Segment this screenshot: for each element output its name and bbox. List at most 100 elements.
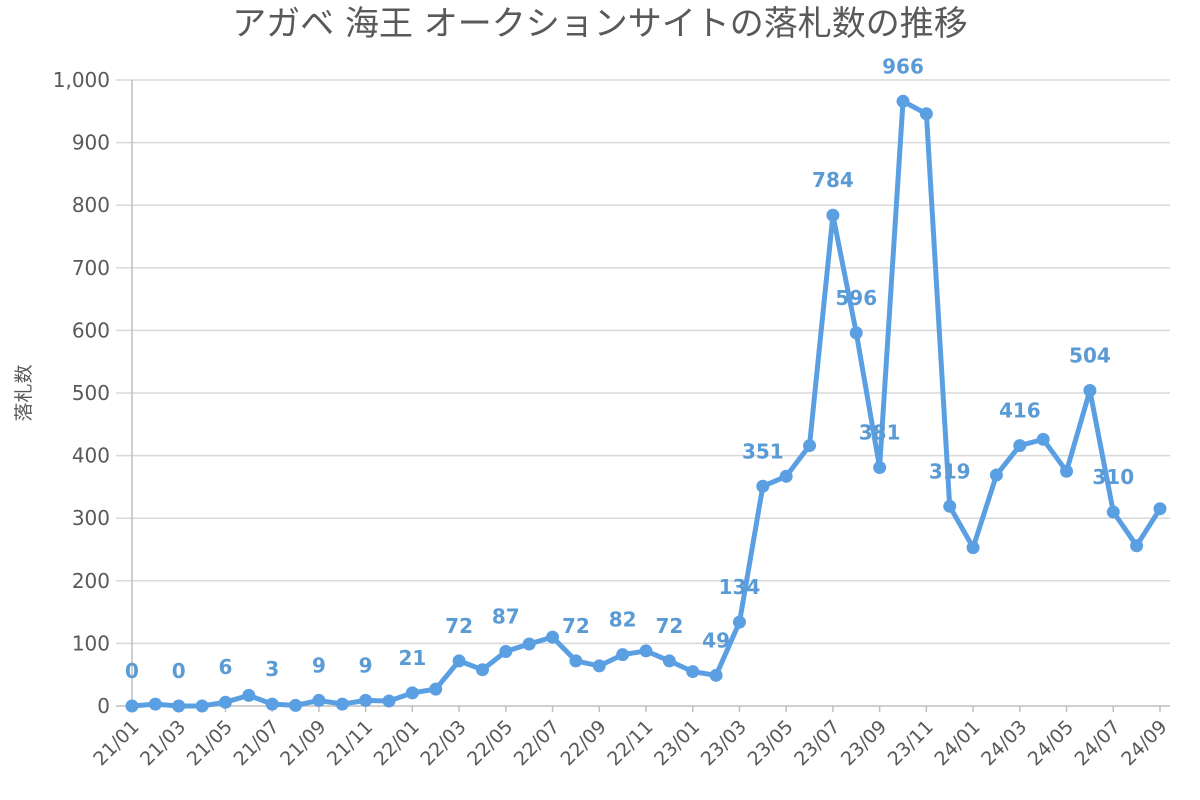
x-tick-label: 23/05	[743, 716, 797, 770]
x-tick-label: 21/09	[276, 716, 330, 770]
data-point-21/12	[382, 694, 396, 708]
data-point-21/02	[148, 697, 162, 711]
y-axis-label: 落札数	[13, 364, 35, 421]
data-label: 87	[492, 605, 520, 629]
data-point-22/09	[592, 659, 606, 673]
data-label: 596	[835, 286, 877, 310]
data-label: 3	[265, 657, 279, 681]
y-tick-label: 1,000	[53, 68, 110, 92]
data-point-21/01	[125, 699, 139, 713]
data-point-21/08	[289, 698, 303, 712]
chart-title: アガベ 海王 オークションサイトの落札数の推移	[232, 4, 968, 44]
x-tick-label: 24/01	[930, 716, 984, 770]
data-point-21/06	[242, 688, 256, 702]
data-label: 0	[125, 659, 139, 683]
data-label: 72	[655, 614, 683, 638]
x-tick-label: 22/05	[463, 716, 517, 770]
gridlines	[116, 79, 1170, 707]
data-point-22/03	[452, 654, 466, 668]
data-label: 6	[218, 655, 232, 679]
x-axis-ticks: 21/0121/0321/0521/0721/0921/1122/0122/03…	[89, 706, 1172, 770]
data-label: 134	[719, 575, 761, 599]
data-label: 319	[929, 459, 971, 483]
x-tick-label: 21/07	[229, 716, 283, 770]
data-point-24/04	[1036, 432, 1050, 446]
data-label: 784	[812, 168, 854, 192]
y-tick-label: 900	[72, 131, 110, 155]
data-point-22/02	[429, 682, 443, 696]
data-label: 21	[398, 646, 426, 670]
data-point-22/06	[522, 637, 536, 651]
x-tick-label: 23/09	[837, 716, 891, 770]
x-tick-label: 22/07	[510, 716, 564, 770]
data-point-24/05	[1060, 464, 1074, 478]
data-point-21/03	[172, 699, 186, 713]
x-tick-label: 22/01	[370, 716, 424, 770]
data-label: 9	[359, 653, 373, 677]
x-tick-label: 23/07	[790, 716, 844, 770]
data-point-23/03	[732, 615, 746, 629]
data-point-24/03	[1013, 439, 1027, 453]
data-point-21/04	[195, 699, 209, 713]
data-point-22/07	[546, 630, 560, 644]
data-point-22/08	[569, 654, 583, 668]
y-tick-label: 400	[72, 444, 110, 468]
data-point-24/02	[989, 468, 1003, 482]
data-point-21/09	[312, 693, 326, 707]
x-tick-label: 24/07	[1071, 716, 1125, 770]
x-tick-label: 21/05	[183, 716, 237, 770]
y-tick-label: 100	[72, 631, 110, 655]
x-tick-label: 24/03	[977, 716, 1031, 770]
data-point-22/11	[639, 644, 653, 658]
y-axis-ticks: 0 100 200 300 400 500 600 700 800 900 1,000	[53, 68, 110, 718]
data-point-23/11	[919, 107, 933, 121]
data-point-24/01	[966, 541, 980, 555]
data-points	[125, 94, 1167, 713]
data-point-23/04	[756, 479, 770, 493]
data-label: 82	[609, 608, 637, 632]
data-point-24/08	[1130, 539, 1144, 553]
data-label: 49	[702, 628, 730, 652]
data-point-23/10	[896, 94, 910, 108]
x-tick-label: 21/01	[89, 716, 143, 770]
data-point-23/08	[849, 326, 863, 340]
x-tick-label: 22/09	[557, 716, 611, 770]
data-point-22/12	[662, 654, 676, 668]
y-tick-label: 200	[72, 569, 110, 593]
data-label: 504	[1069, 343, 1111, 367]
x-tick-label: 24/09	[1117, 716, 1171, 770]
data-point-23/12	[943, 499, 957, 513]
data-point-21/05	[218, 695, 232, 709]
data-point-23/09	[873, 460, 887, 474]
data-point-23/02	[709, 668, 723, 682]
data-label: 381	[859, 420, 901, 444]
data-label: 966	[882, 54, 924, 78]
data-label: 310	[1092, 465, 1134, 489]
data-point-22/04	[475, 663, 489, 677]
data-labels: 0 0 6 3 9 9 21 72 87 72 82 72 49 134 351 784 596 381 966 31…	[125, 54, 1134, 683]
y-tick-label: 700	[72, 256, 110, 280]
data-label: 351	[742, 439, 784, 463]
y-tick-label: 300	[72, 506, 110, 530]
data-point-21/10	[335, 697, 349, 711]
x-tick-label: 21/11	[323, 716, 377, 770]
data-label: 72	[445, 614, 473, 638]
data-label: 72	[562, 614, 590, 638]
data-point-23/07	[826, 208, 840, 222]
data-point-21/11	[359, 693, 373, 707]
data-point-23/06	[803, 439, 817, 453]
x-tick-label: 22/03	[416, 716, 470, 770]
data-point-24/07	[1106, 505, 1120, 519]
data-point-23/05	[779, 469, 793, 483]
data-point-24/09	[1153, 502, 1167, 516]
x-tick-label: 23/01	[650, 716, 704, 770]
data-point-23/01	[686, 665, 700, 679]
data-point-21/07	[265, 697, 279, 711]
y-tick-label: 600	[72, 318, 110, 342]
x-tick-label: 23/03	[697, 716, 751, 770]
data-point-22/10	[616, 648, 630, 662]
data-label: 0	[172, 659, 186, 683]
x-tick-label: 23/11	[884, 716, 938, 770]
data-point-22/05	[499, 645, 513, 659]
